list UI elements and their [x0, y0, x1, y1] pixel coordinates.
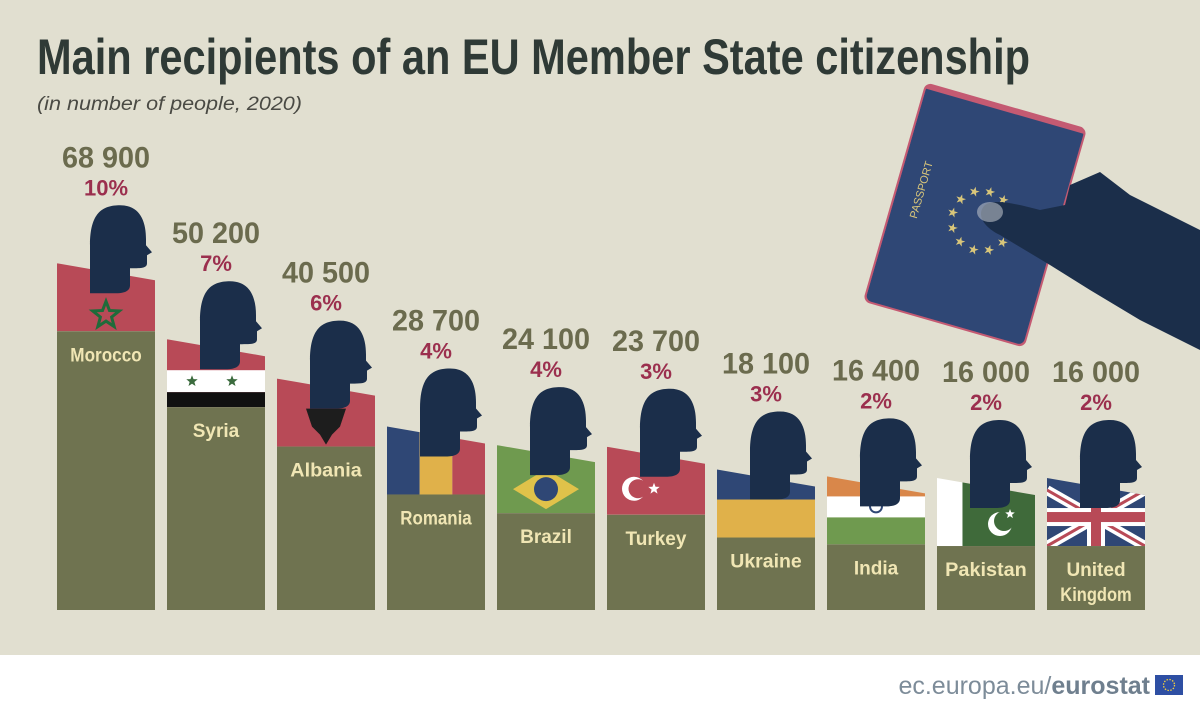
thumbnail: [977, 202, 1003, 222]
flag-part: [827, 496, 925, 518]
star-icon: ★: [982, 184, 997, 202]
share-label: 6%: [310, 291, 342, 316]
category-label: Brazil: [520, 527, 572, 548]
footer-link[interactable]: ec.europa.eu/eurostat: [898, 672, 1150, 700]
bar: [937, 546, 1035, 610]
flag-part: [167, 370, 265, 393]
eagle-icon: [306, 408, 346, 445]
flag-india: [827, 476, 925, 545]
chart-title: Main recipients of an EU Member State ci…: [37, 29, 1030, 85]
category-label: Syria: [193, 421, 240, 442]
flag-part: [1047, 512, 1145, 523]
globe: [534, 477, 558, 502]
bar: [607, 514, 705, 610]
share-label: 4%: [420, 338, 452, 363]
share-label: 3%: [640, 359, 672, 384]
bar: [57, 331, 155, 610]
category-label: Ukraine: [730, 552, 801, 573]
person-head-icon: [90, 205, 152, 294]
person-head-icon: [530, 387, 592, 476]
value-label: 40 500: [282, 257, 370, 290]
bar: [827, 544, 925, 610]
person-head-icon: [860, 418, 922, 507]
flag-part: [167, 392, 265, 408]
value-label: 16 400: [832, 354, 920, 387]
bar: [167, 407, 265, 610]
category-label: Morocco: [70, 345, 141, 366]
person-head-icon: [640, 388, 702, 477]
value-label: 28 700: [392, 304, 480, 337]
category-label: Turkey: [626, 529, 687, 550]
value-label: 24 100: [502, 323, 590, 356]
category-label: India: [854, 558, 899, 579]
share-label: 3%: [750, 382, 782, 407]
footer: [0, 655, 1200, 709]
star-icon: ★: [995, 234, 1010, 252]
flag-part: [827, 517, 925, 545]
person-head-icon: [750, 411, 812, 500]
person-head-icon: [1080, 420, 1142, 509]
share-label: 2%: [970, 390, 1002, 415]
bar: [717, 537, 815, 610]
flag-part: [717, 499, 815, 538]
star-icon: ★: [952, 234, 967, 252]
star-icon: [1005, 509, 1015, 519]
bar: [387, 494, 485, 610]
flag-uk: [1047, 478, 1145, 547]
star-icon: [226, 375, 238, 386]
chart-subtitle: (in number of people, 2020): [37, 94, 302, 115]
passport: PASSPORT ★★★★★★★★★★★★: [864, 83, 1086, 347]
bar: [277, 446, 375, 610]
crescent-cut: [628, 479, 648, 499]
value-label: 16 000: [1052, 356, 1140, 389]
person-head-icon: [970, 420, 1032, 509]
category-label: Albania: [290, 461, 362, 482]
flag-part: [387, 426, 420, 495]
flag-part: [937, 478, 963, 547]
value-label: 18 100: [722, 348, 810, 381]
value-label: 16 000: [942, 356, 1030, 389]
star-icon: ★: [981, 242, 996, 260]
star-icon: ★: [945, 204, 960, 222]
value-label: 50 200: [172, 217, 260, 250]
value-label: 23 700: [612, 325, 700, 358]
share-label: 4%: [530, 357, 562, 382]
star-icon: ★: [967, 184, 982, 202]
category-label: United: [1066, 560, 1125, 581]
star-icon: [88, 297, 124, 331]
value-label: 68 900: [62, 141, 150, 174]
person-head-icon: [310, 320, 372, 409]
person-head-icon: [200, 281, 262, 370]
star-icon: ★: [953, 191, 968, 209]
person-head-icon: [420, 368, 482, 457]
share-label: 7%: [200, 251, 232, 276]
category-label: Romania: [400, 508, 472, 529]
bar: [497, 513, 595, 610]
share-label: 10%: [84, 175, 128, 200]
eu-flag-icon: [1155, 675, 1183, 695]
star-icon: ★: [966, 242, 981, 260]
star-icon: [186, 375, 198, 386]
passport-illustration: PASSPORT ★★★★★★★★★★★★: [864, 83, 1200, 350]
share-label: 2%: [1080, 390, 1112, 415]
star-icon: ★: [945, 220, 960, 238]
category-label: Pakistan: [945, 560, 1027, 581]
category-label: Kingdom: [1060, 585, 1131, 606]
bar: [1047, 546, 1145, 610]
star-icon: [648, 482, 660, 494]
hand-icon: [980, 172, 1200, 350]
share-label: 2%: [860, 388, 892, 413]
